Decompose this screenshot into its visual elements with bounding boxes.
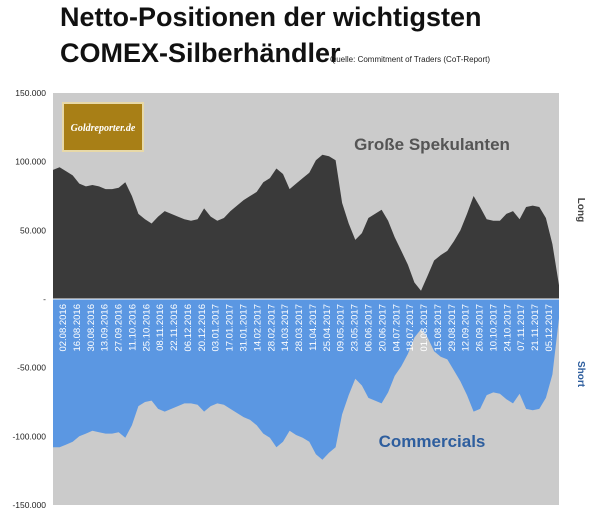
y-axis-ticks: 150.000 100.000 50.000 - -50.000 -100.000 -150…	[12, 88, 46, 510]
x-tick-label: 13.09.2016	[100, 304, 111, 352]
x-tick-label: 24.10.2017	[502, 304, 513, 352]
series-label-speculators: Große Spekulanten	[354, 135, 510, 154]
chart-title-line2: COMEX-Silberhändler	[60, 38, 341, 68]
x-tick-label: 14.03.2017	[280, 304, 291, 352]
y-tick-label: -100.000	[12, 431, 46, 441]
x-tick-label: 31.01.2017	[239, 304, 250, 352]
chart-title-line1: Netto-Positionen der wichtigsten	[60, 2, 482, 32]
x-tick-label: 07.11.2017	[516, 304, 527, 351]
x-tick-label: 14.02.2017	[252, 304, 263, 352]
x-tick-label: 29.08.2017	[447, 304, 458, 352]
x-axis-labels: 02.08.2016 16.08.2016 30.08.2016 13.09.2016…	[58, 304, 555, 352]
x-tick-label: 20.12.2016	[197, 304, 208, 352]
x-tick-label: 17.01.2017	[225, 304, 236, 352]
x-tick-label: 11.10.2016	[127, 304, 138, 351]
x-tick-label: 01.08.2017	[419, 304, 430, 352]
x-tick-label: 23.05.2017	[350, 304, 361, 352]
x-tick-label: 16.08.2016	[72, 304, 83, 352]
x-tick-label: 28.03.2017	[294, 304, 305, 352]
x-tick-label: 25.04.2017	[322, 304, 333, 352]
x-tick-label: 06.12.2016	[183, 304, 194, 352]
y-tick-label: 100.000	[15, 157, 46, 167]
x-tick-label: 09.05.2017	[336, 304, 347, 352]
y-tick-label: -	[43, 294, 46, 304]
series-area-speculators	[53, 154, 559, 299]
y-tick-label: 150.000	[15, 88, 46, 98]
x-tick-label: 27.09.2016	[114, 304, 125, 352]
x-tick-label: 15.08.2017	[433, 304, 444, 352]
x-tick-label: 25.10.2016	[141, 304, 152, 352]
y-tick-label: 50.000	[20, 225, 46, 235]
right-label-long: Long	[575, 198, 586, 222]
x-tick-label: 11.04.2017	[308, 304, 319, 351]
x-tick-label: 10.10.2017	[488, 304, 499, 352]
series-label-commercials: Commercials	[379, 432, 486, 451]
logo-badge	[62, 102, 144, 152]
x-tick-label: 05.12.2017	[544, 304, 555, 352]
x-tick-label: 02.08.2016	[58, 304, 69, 352]
logo: Goldreporter.de	[62, 102, 144, 152]
logo-text: Goldreporter.de	[71, 123, 136, 134]
x-tick-label: 26.09.2017	[475, 304, 486, 352]
x-tick-label: 06.06.2017	[363, 304, 374, 352]
right-label-short: Short	[575, 361, 586, 388]
x-tick-label: 22.11.2016	[169, 304, 180, 351]
y-tick-label: -50.000	[17, 363, 46, 373]
x-tick-label: 04.07.2017	[391, 304, 402, 352]
x-tick-label: 08.11.2016	[155, 304, 166, 351]
y-tick-label: -150.000	[12, 500, 46, 510]
source-note: Quelle: Commitment of Traders (CoT-Repor…	[330, 55, 491, 64]
series-area-commercials	[53, 299, 559, 460]
x-tick-label: 18.07.2017	[405, 304, 416, 352]
x-tick-label: 20.06.2017	[377, 304, 388, 352]
x-tick-label: 03.01.2017	[211, 304, 222, 352]
x-tick-label: 12.09.2017	[461, 304, 472, 352]
x-tick-label: 30.08.2016	[86, 304, 97, 352]
x-tick-label: 28.02.2017	[266, 304, 277, 352]
x-tick-label: 21.11.2017	[530, 304, 541, 351]
